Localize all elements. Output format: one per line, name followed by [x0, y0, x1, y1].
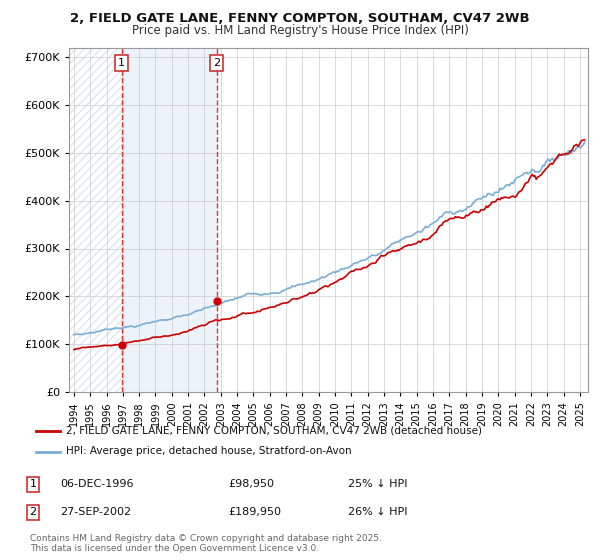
Text: 26% ↓ HPI: 26% ↓ HPI — [348, 507, 407, 517]
Text: £98,950: £98,950 — [228, 479, 274, 489]
Text: Contains HM Land Registry data © Crown copyright and database right 2025.
This d: Contains HM Land Registry data © Crown c… — [30, 534, 382, 553]
Text: 06-DEC-1996: 06-DEC-1996 — [60, 479, 133, 489]
Text: 1: 1 — [118, 58, 125, 68]
Text: Price paid vs. HM Land Registry's House Price Index (HPI): Price paid vs. HM Land Registry's House … — [131, 24, 469, 37]
Text: 2, FIELD GATE LANE, FENNY COMPTON, SOUTHAM, CV47 2WB (detached house): 2, FIELD GATE LANE, FENNY COMPTON, SOUTH… — [66, 426, 482, 436]
Text: 2: 2 — [213, 58, 220, 68]
Bar — [69, 48, 122, 392]
Text: HPI: Average price, detached house, Stratford-on-Avon: HPI: Average price, detached house, Stra… — [66, 446, 352, 456]
Text: 27-SEP-2002: 27-SEP-2002 — [60, 507, 131, 517]
Bar — [69, 48, 122, 392]
Text: £189,950: £189,950 — [228, 507, 281, 517]
Text: 2, FIELD GATE LANE, FENNY COMPTON, SOUTHAM, CV47 2WB: 2, FIELD GATE LANE, FENNY COMPTON, SOUTH… — [70, 12, 530, 25]
Bar — [122, 48, 217, 392]
Text: 2: 2 — [29, 507, 37, 517]
Text: 1: 1 — [29, 479, 37, 489]
Text: 25% ↓ HPI: 25% ↓ HPI — [348, 479, 407, 489]
